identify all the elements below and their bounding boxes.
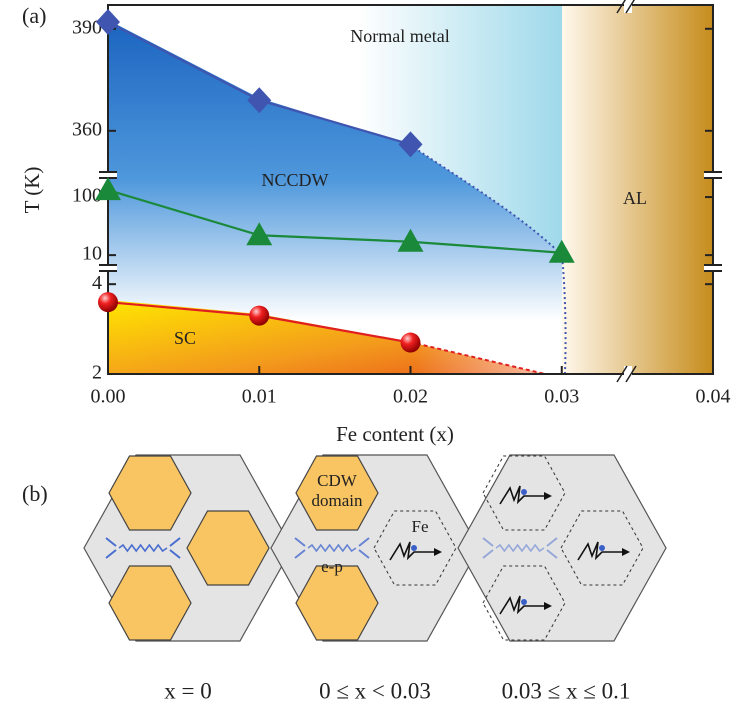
phonon-arrow [482, 549, 494, 559]
dashed-domain [560, 510, 644, 586]
axis-break-gap [704, 265, 722, 271]
axis-break-gap [99, 265, 117, 271]
fe-arrowhead [622, 548, 630, 556]
ep-label: e-p [321, 557, 343, 576]
region-label: SC [174, 328, 196, 348]
phonon-arrow [358, 549, 370, 559]
diamond-marker [398, 131, 423, 158]
y-tick-label: 4 [92, 272, 102, 294]
phonon-arrow [169, 549, 181, 559]
triangle-marker [246, 222, 273, 246]
x-axis-break [625, 0, 636, 14]
fe-path [499, 595, 548, 615]
y-axis-label: T (K) [20, 167, 44, 214]
phonon-arrow [546, 549, 558, 559]
x-tick-label: 0.00 [91, 386, 126, 408]
circle-marker [98, 292, 118, 313]
fe-arrowhead [434, 548, 442, 556]
fe-atom [599, 545, 605, 551]
spring [495, 543, 545, 553]
fe-arrowhead [544, 602, 552, 610]
x-axis-break-gap [624, 366, 632, 382]
caption: 0.03 ≤ x ≤ 0.1 [502, 678, 631, 703]
cdw-domain [108, 455, 192, 531]
x-axis-label: Fe content (x) [336, 422, 454, 446]
triangle-marker [397, 228, 424, 252]
dashed-domain [482, 455, 566, 531]
x-tick-label: 0.02 [393, 386, 428, 408]
phonon-arrow [482, 537, 494, 547]
x-axis-break [616, 365, 628, 383]
circle-marker [400, 332, 421, 353]
caption: 0 ≤ x < 0.03 [319, 678, 431, 703]
panel-label: (b) [22, 481, 48, 506]
fe-arrowhead [544, 492, 552, 500]
x-axis-break [625, 365, 637, 383]
cdw-label: domain [312, 491, 363, 510]
y-tick-label: 10 [82, 243, 102, 265]
triangle-marker [548, 239, 575, 263]
diamond-marker [96, 9, 120, 35]
region-label: Normal metal [350, 26, 449, 46]
cdw-domain [186, 510, 270, 586]
y-tick-label: 2 [92, 362, 102, 384]
region-label: AL [623, 188, 647, 208]
crystal-hexagon [457, 454, 667, 642]
dashed-domain [373, 510, 457, 586]
phonon-arrow [169, 537, 181, 547]
y-tick-label: 390 [72, 16, 102, 38]
sc-fade [108, 300, 545, 374]
fe-atom [411, 545, 417, 551]
x-tick-label: 0.01 [242, 386, 277, 408]
phonon-arrow [294, 549, 306, 559]
axis-break-gap [704, 172, 722, 178]
x-tick-label: 0.03 [544, 386, 579, 408]
phonon-arrow [358, 537, 370, 547]
triangle-marker [95, 177, 121, 201]
fe-path [577, 541, 626, 561]
nccdw-region [108, 20, 566, 374]
spring [118, 543, 168, 553]
x-tick-label: 0.04 [696, 386, 731, 408]
al-region [562, 5, 713, 374]
cdw-domain [295, 565, 379, 641]
caption: x = 0 [164, 678, 211, 703]
boundary-dashed [409, 341, 546, 375]
fe-path [389, 541, 438, 561]
dashed-domain [482, 565, 566, 641]
phonon-arrow [546, 537, 558, 547]
region-label: NCCDW [262, 170, 329, 190]
phonon-arrow [105, 549, 117, 559]
cdw-label: CDW [317, 471, 358, 490]
x-axis-break-gap [624, 0, 632, 13]
phonon-arrow [105, 537, 117, 547]
cdw-domain [108, 565, 192, 641]
panel-label: (a) [22, 3, 46, 28]
y-tick-label: 360 [72, 118, 102, 140]
fe-path [499, 485, 548, 505]
diamond-marker [247, 87, 272, 114]
y-tick-label: 100 [72, 185, 102, 207]
fe-atom [521, 599, 527, 605]
circle-marker [249, 305, 270, 326]
fe-atom [521, 489, 527, 495]
fe-label: Fe [412, 517, 429, 536]
x-axis-break [616, 0, 627, 14]
axis-break-gap [99, 172, 117, 178]
cdw-domain [295, 455, 379, 531]
series-line [107, 189, 562, 254]
spring [307, 543, 357, 553]
phonon-arrow [294, 537, 306, 547]
